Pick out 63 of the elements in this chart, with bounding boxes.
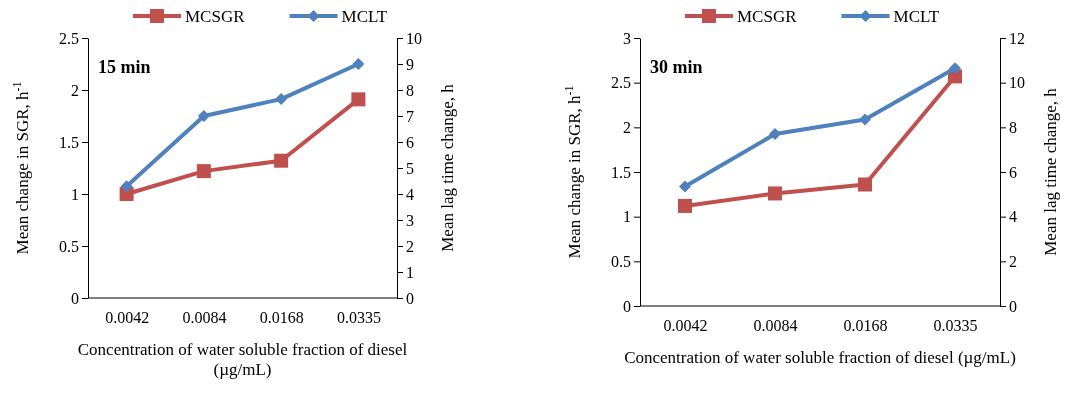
point <box>678 198 692 213</box>
y2-tick-label: 10 <box>406 29 422 47</box>
point <box>769 128 781 141</box>
point <box>274 153 289 168</box>
y-tick-label: 1 <box>623 208 631 226</box>
point <box>859 113 871 126</box>
x-axis-title: Concentration of water soluble fraction of diesel (µg/mL) <box>77 340 408 379</box>
y2-tick-label: 1 <box>406 263 414 281</box>
y2-tick-label: 0 <box>406 289 414 307</box>
x-tick-label: 0.0335 <box>933 317 978 335</box>
y2-tick-label: 4 <box>406 185 414 203</box>
annotation: 15 min <box>98 57 151 77</box>
legend-label: MCSGR <box>737 7 798 26</box>
y2-tick-label: 4 <box>1009 208 1017 226</box>
y-tick-label: 1.5 <box>59 133 79 151</box>
point <box>352 58 365 70</box>
y-tick-label: 2.5 <box>611 74 631 92</box>
x-tick-label: 0.0084 <box>182 309 227 327</box>
y2-tick-label: 10 <box>1009 74 1025 92</box>
annotation: 30 min <box>650 57 703 77</box>
x-tick-label: 0.0168 <box>259 309 304 327</box>
y2-tick-label: 9 <box>406 55 414 73</box>
legend-label: MCLT <box>341 7 388 26</box>
y2-tick-label: 8 <box>406 81 414 99</box>
y2-axis-title: Mean lag time change, h <box>438 83 457 252</box>
x-tick-label: 0.0042 <box>105 309 150 327</box>
y2-tick-label: 5 <box>406 159 414 177</box>
legend-label: MCLT <box>893 7 940 26</box>
y2-axis-title: Mean lag time change, h <box>1041 87 1060 256</box>
y2-tick-label: 6 <box>1009 163 1017 181</box>
y2-tick-label: 7 <box>406 107 414 125</box>
y2-tick-label: 2 <box>406 237 414 255</box>
point <box>858 177 872 192</box>
point <box>949 62 961 75</box>
point <box>351 92 366 107</box>
y2-tick-label: 2 <box>1009 252 1017 270</box>
x-axis-title: Concentration of water soluble fraction of diesel (µg/mL) <box>624 348 1016 367</box>
y-tick-label: 2.5 <box>59 29 79 47</box>
y-tick-label: 0.5 <box>611 252 631 270</box>
y-tick-label: 1 <box>71 185 79 203</box>
y2-tick-label: 3 <box>406 211 414 229</box>
y-tick-label: 2 <box>623 118 631 136</box>
y-tick-label: 0.5 <box>59 237 79 255</box>
y-tick-label: 2 <box>71 81 79 99</box>
y-tick-label: 0 <box>623 297 631 315</box>
x-tick-label: 0.0335 <box>336 309 381 327</box>
y-tick-label: 1.5 <box>611 163 631 181</box>
point <box>275 93 288 106</box>
legend-label: MCSGR <box>185 7 246 26</box>
y2-tick-label: 8 <box>1009 118 1017 136</box>
x-tick-label: 0.0168 <box>843 317 888 335</box>
point <box>679 180 691 193</box>
y2-tick-label: 6 <box>406 133 414 151</box>
y-tick-label: 3 <box>623 29 631 47</box>
point <box>768 186 782 201</box>
y2-tick-label: 0 <box>1009 297 1017 315</box>
point <box>120 180 133 193</box>
point <box>196 164 211 179</box>
x-tick-label: 0.0084 <box>753 317 798 335</box>
y2-tick-label: 12 <box>1009 29 1025 47</box>
x-tick-label: 0.0042 <box>663 317 708 335</box>
point <box>197 110 210 122</box>
y-tick-label: 0 <box>71 289 79 307</box>
